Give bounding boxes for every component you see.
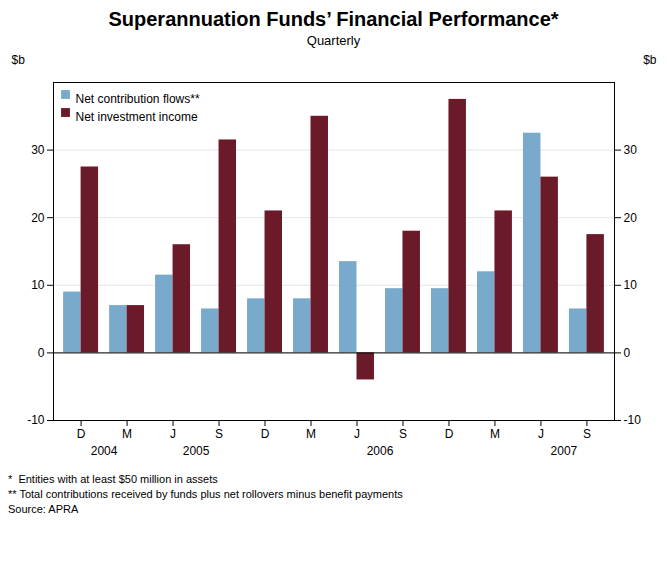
html-text:Source: APRA: Source: APRA xyxy=(8,503,79,515)
html-text:** Total contributions receive: ** Total contributions received by funds… xyxy=(8,488,403,500)
svg-text:20: 20 xyxy=(31,211,45,225)
svg-text:D: D xyxy=(261,427,270,441)
svg-text:D: D xyxy=(77,427,86,441)
svg-text:2006: 2006 xyxy=(367,444,394,458)
svg-text:0: 0 xyxy=(624,346,631,360)
svg-text:M: M xyxy=(306,427,316,441)
svg-text:2005: 2005 xyxy=(183,444,210,458)
svg-text:$b: $b xyxy=(12,53,26,67)
svg-text:-10: -10 xyxy=(27,413,45,427)
svg-text:10: 10 xyxy=(31,278,45,292)
svg-text:30: 30 xyxy=(31,143,45,157)
svg-text:S: S xyxy=(215,427,223,441)
svg-text:20: 20 xyxy=(624,211,638,225)
html-text:* Entities with at least $50 m: * Entities with at least $50 million in … xyxy=(8,473,218,485)
svg-text:J: J xyxy=(170,427,176,441)
svg-text:$b: $b xyxy=(643,53,657,67)
svg-text:J: J xyxy=(354,427,360,441)
svg-text:Net contribution flows**: Net contribution flows** xyxy=(76,92,200,106)
svg-text:S: S xyxy=(583,427,591,441)
svg-text:D: D xyxy=(445,427,454,441)
svg-text:S: S xyxy=(399,427,407,441)
html-text:Superannuation Funds’ Financia: Superannuation Funds’ Financial Performa… xyxy=(108,8,559,30)
svg-text:10: 10 xyxy=(624,278,638,292)
svg-text:30: 30 xyxy=(624,143,638,157)
html-text:Quarterly: Quarterly xyxy=(306,33,361,48)
svg-text:M: M xyxy=(490,427,500,441)
svg-text:J: J xyxy=(538,427,544,441)
svg-text:0: 0 xyxy=(38,346,45,360)
svg-text:2004: 2004 xyxy=(91,444,118,458)
svg-text:Net investment income: Net investment income xyxy=(76,110,198,124)
svg-text:M: M xyxy=(122,427,132,441)
svg-text:-10: -10 xyxy=(624,413,642,427)
svg-text:2007: 2007 xyxy=(551,444,578,458)
